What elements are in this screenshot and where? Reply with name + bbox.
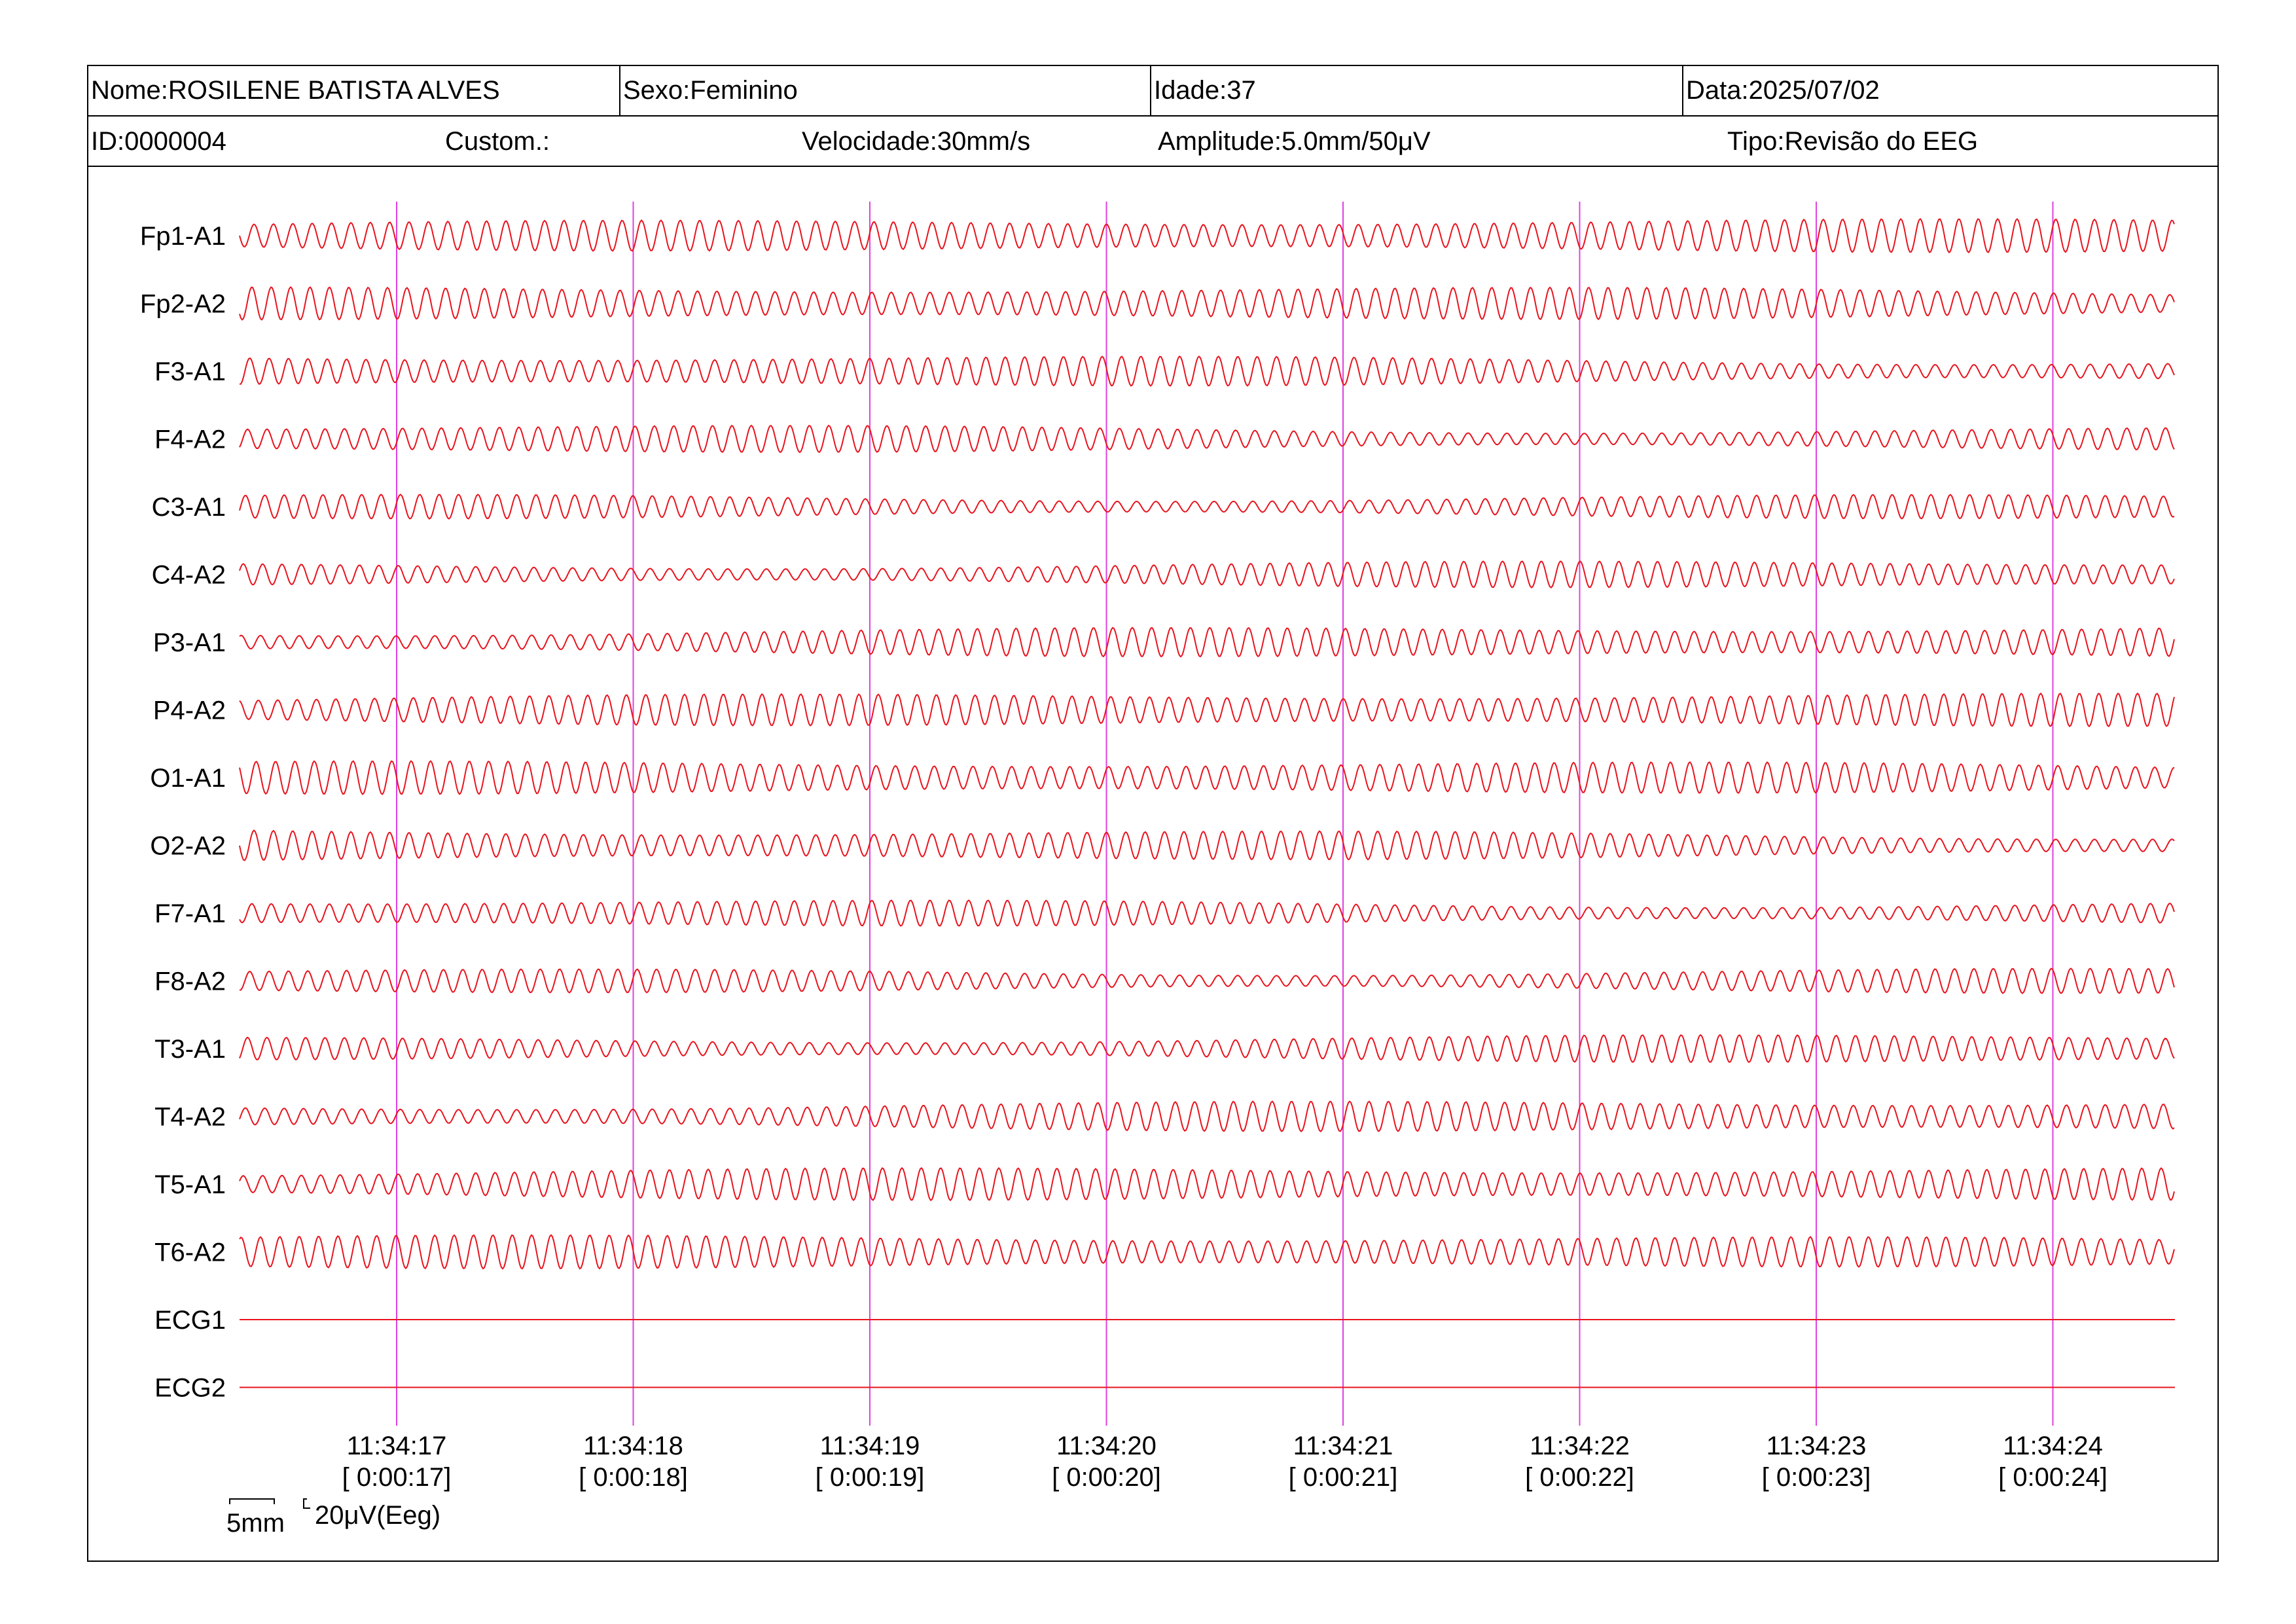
channel-label: C4-A2 bbox=[152, 561, 226, 590]
eeg-trace bbox=[239, 967, 2175, 994]
channel-label: P4-A2 bbox=[153, 696, 226, 725]
paper-speed: Velocidade:30mm/s bbox=[802, 127, 1031, 156]
elapsed-time-label: [ 0:00:23] bbox=[1762, 1463, 1871, 1492]
channel-label: F3-A1 bbox=[154, 357, 226, 386]
eeg-trace bbox=[239, 355, 2175, 387]
clock-time-label: 11:34:20 bbox=[1056, 1432, 1157, 1460]
custom-field: Custom.: bbox=[445, 127, 550, 156]
channel-label: ECG2 bbox=[154, 1374, 226, 1403]
elapsed-time-label: [ 0:00:19] bbox=[816, 1463, 925, 1492]
recording-settings-row: ID:0000004 Custom.: Velocidade:30mm/s Am… bbox=[88, 117, 2217, 167]
clock-time-label: 11:34:23 bbox=[1767, 1432, 1867, 1460]
eeg-trace bbox=[239, 286, 2175, 321]
eeg-report-sheet: Nome:ROSILENE BATISTA ALVES Sexo:Feminin… bbox=[87, 65, 2219, 1562]
review-type: Tipo:Revisão do EEG bbox=[1727, 127, 1979, 156]
elapsed-time-label: [ 0:00:17] bbox=[342, 1463, 452, 1492]
elapsed-time-label: [ 0:00:20] bbox=[1052, 1463, 1161, 1492]
channel-label: T6-A2 bbox=[154, 1238, 226, 1267]
elapsed-time-label: [ 0:00:21] bbox=[1289, 1463, 1398, 1492]
patient-name: Nome:ROSILENE BATISTA ALVES bbox=[88, 66, 620, 115]
eeg-trace bbox=[239, 1100, 2175, 1132]
eeg-trace bbox=[239, 1034, 2175, 1064]
patient-id: ID:0000004 bbox=[91, 127, 226, 156]
channel-label: P3-A1 bbox=[153, 628, 226, 657]
channel-label: T5-A1 bbox=[154, 1170, 226, 1199]
elapsed-time-label: [ 0:00:18] bbox=[579, 1463, 688, 1492]
record-date: Data:2025/07/02 bbox=[1686, 76, 1880, 105]
eeg-trace bbox=[239, 829, 2175, 861]
clock-time-label: 11:34:21 bbox=[1293, 1432, 1393, 1460]
channel-label: T4-A2 bbox=[154, 1103, 226, 1132]
eeg-trace bbox=[239, 424, 2175, 454]
channel-label: Fp2-A2 bbox=[140, 290, 226, 319]
amplitude-scale-label: 20μV(Eeg) bbox=[315, 1501, 440, 1530]
clock-time-label: 11:34:19 bbox=[820, 1432, 920, 1460]
channel-label: ECG1 bbox=[154, 1306, 226, 1335]
patient-age: Idade:37 bbox=[1151, 66, 1683, 115]
eeg-trace bbox=[239, 494, 2175, 520]
time-scale-label: 5mm bbox=[226, 1509, 285, 1538]
time-scale-bracket bbox=[229, 1498, 275, 1504]
clock-time-label: 11:34:24 bbox=[2003, 1432, 2103, 1460]
eeg-trace bbox=[239, 626, 2175, 658]
amplitude-setting: Amplitude:5.0mm/50μV bbox=[1158, 127, 1431, 156]
eeg-trace bbox=[239, 560, 2175, 588]
eeg-trace bbox=[239, 218, 2175, 254]
eeg-trace bbox=[239, 1234, 2175, 1270]
eeg-trace bbox=[239, 899, 2175, 927]
channel-label: Fp1-A1 bbox=[140, 222, 226, 251]
channel-label: T3-A1 bbox=[154, 1035, 226, 1064]
patient-sex: Sexo:Feminino bbox=[620, 66, 1151, 115]
channel-label: C3-A1 bbox=[152, 493, 226, 522]
channel-label: F4-A2 bbox=[154, 425, 226, 454]
elapsed-time-label: [ 0:00:22] bbox=[1525, 1463, 1634, 1492]
amplitude-scale-bracket bbox=[303, 1498, 310, 1509]
clock-time-label: 11:34:18 bbox=[583, 1432, 683, 1460]
channel-label: O1-A1 bbox=[150, 764, 226, 793]
patient-info-row: Nome:ROSILENE BATISTA ALVES Sexo:Feminin… bbox=[88, 66, 2217, 117]
channel-label: O2-A2 bbox=[150, 832, 226, 861]
eeg-trace bbox=[239, 760, 2175, 795]
channel-label: F7-A1 bbox=[154, 899, 226, 928]
clock-time-label: 11:34:17 bbox=[347, 1432, 447, 1460]
eeg-trace bbox=[239, 692, 2175, 728]
clock-time-label: 11:34:22 bbox=[1530, 1432, 1630, 1460]
eeg-trace bbox=[239, 1166, 2175, 1202]
channel-label: F8-A2 bbox=[154, 967, 226, 996]
elapsed-time-label: [ 0:00:24] bbox=[1998, 1463, 2108, 1492]
